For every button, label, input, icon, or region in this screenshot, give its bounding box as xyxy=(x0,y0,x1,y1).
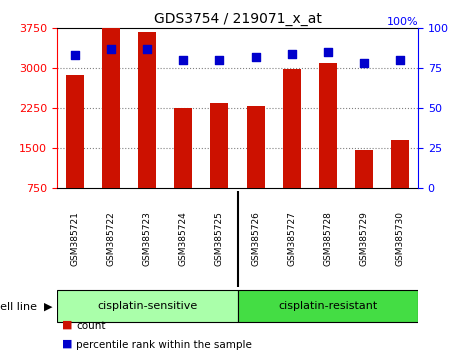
Point xyxy=(324,50,332,55)
Text: cisplatin-sensitive: cisplatin-sensitive xyxy=(97,301,198,310)
FancyBboxPatch shape xyxy=(57,290,238,322)
Text: ■: ■ xyxy=(62,319,72,329)
Bar xyxy=(391,140,409,188)
Text: ■: ■ xyxy=(62,339,72,349)
Bar xyxy=(247,107,265,188)
Text: GSM385727: GSM385727 xyxy=(287,211,296,267)
Point xyxy=(107,46,115,52)
Point xyxy=(216,57,223,63)
Point xyxy=(180,57,187,63)
Text: GSM385721: GSM385721 xyxy=(71,211,79,267)
Bar xyxy=(210,103,228,188)
Text: GSM385724: GSM385724 xyxy=(179,212,188,266)
Point xyxy=(143,46,151,52)
Text: percentile rank within the sample: percentile rank within the sample xyxy=(76,341,252,350)
Text: GSM385729: GSM385729 xyxy=(360,211,368,267)
Bar xyxy=(102,28,120,188)
Point xyxy=(396,57,404,63)
Bar xyxy=(138,32,156,188)
Bar xyxy=(319,63,337,188)
Point xyxy=(360,61,368,66)
Text: GSM385722: GSM385722 xyxy=(107,212,115,266)
Text: cell line  ▶: cell line ▶ xyxy=(0,301,52,311)
Bar xyxy=(174,108,192,188)
Point xyxy=(71,53,79,58)
Text: GSM385726: GSM385726 xyxy=(251,211,260,267)
Point xyxy=(288,51,295,57)
Text: GSM385723: GSM385723 xyxy=(143,211,152,267)
Text: cisplatin-resistant: cisplatin-resistant xyxy=(278,301,377,310)
Text: GSM385728: GSM385728 xyxy=(323,211,332,267)
Point xyxy=(252,54,259,60)
Bar xyxy=(66,75,84,188)
Bar xyxy=(355,150,373,188)
Text: count: count xyxy=(76,321,105,331)
Bar xyxy=(283,69,301,188)
Text: GSM385725: GSM385725 xyxy=(215,211,224,267)
Text: GSM385730: GSM385730 xyxy=(396,211,404,267)
Text: 100%: 100% xyxy=(386,17,418,27)
FancyBboxPatch shape xyxy=(238,290,418,322)
Title: GDS3754 / 219071_x_at: GDS3754 / 219071_x_at xyxy=(153,12,322,26)
